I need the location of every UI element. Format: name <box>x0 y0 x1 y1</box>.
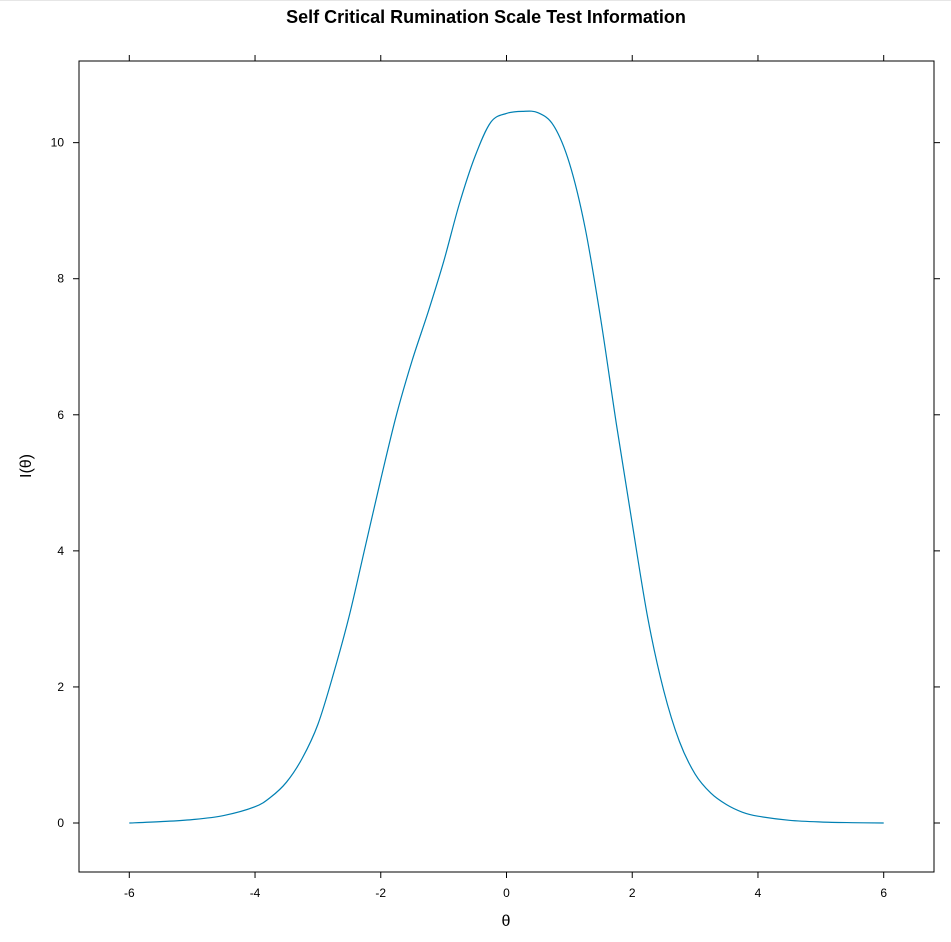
y-tick-label: 0 <box>57 816 64 830</box>
top-divider <box>0 0 951 1</box>
plot-frame <box>78 60 935 873</box>
y-tick-label: 8 <box>57 272 64 286</box>
x-tick-label: 6 <box>880 886 887 900</box>
x-tick-label: -4 <box>250 886 261 900</box>
y-tick-label: 10 <box>51 136 65 150</box>
y-tick-label: 6 <box>57 408 64 422</box>
chart-title: Self Critical Rumination Scale Test Info… <box>286 7 686 27</box>
y-tick-label: 4 <box>57 544 64 558</box>
x-tick-label: 0 <box>503 886 510 900</box>
y-tick-label: 2 <box>57 680 64 694</box>
x-tick-label: 4 <box>755 886 762 900</box>
information-curve <box>129 110 884 824</box>
y-axis-label: I(θ) <box>18 454 35 478</box>
x-axis-label: θ <box>502 913 511 930</box>
x-tick-label: -2 <box>375 886 386 900</box>
x-tick-label: 2 <box>629 886 636 900</box>
x-tick-labels: -6 -4 -2 0 2 4 6 <box>124 886 887 900</box>
y-tick-labels: 0 2 4 6 8 10 <box>51 136 65 830</box>
x-tick-label: -6 <box>124 886 135 900</box>
axis-ticks <box>73 55 940 878</box>
